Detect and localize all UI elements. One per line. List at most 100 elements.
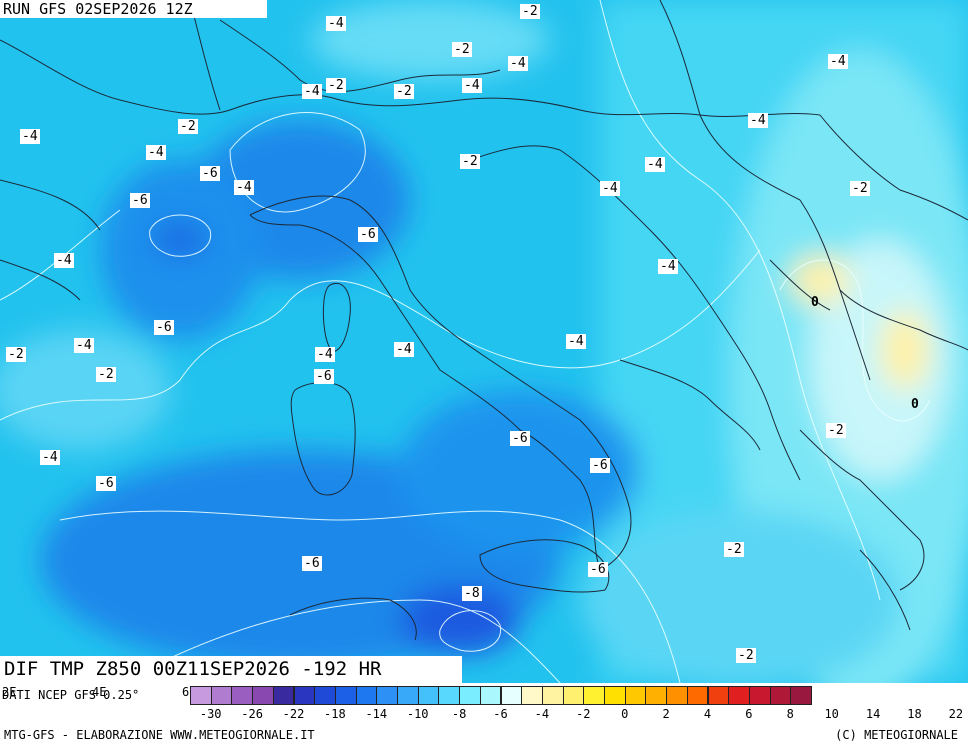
- contour-label: -4: [462, 78, 482, 93]
- colorbar-swatch: [314, 686, 336, 705]
- colorbar-tick-label: -8: [451, 707, 467, 721]
- contour-label: -6: [358, 227, 378, 242]
- colorbar-tick-label: -4: [534, 707, 550, 721]
- contour-label: -2: [826, 423, 846, 438]
- contour-label: 0: [911, 397, 919, 412]
- contour-lines: [0, 0, 931, 683]
- contour-label: -4: [40, 450, 60, 465]
- contour-label: -4: [508, 56, 528, 71]
- contour-label: -2: [326, 78, 346, 93]
- colorbar-swatch: [583, 686, 605, 705]
- colorbar-tick-label: 10: [824, 707, 839, 721]
- lon-label-4e: 4E: [92, 685, 107, 699]
- colorbar-tick-label: 6: [745, 707, 753, 721]
- colorbar-swatch: [397, 686, 419, 705]
- contour-label: -6: [96, 476, 116, 491]
- colorbar-swatch: [624, 686, 647, 705]
- contour-label: -4: [748, 113, 768, 128]
- colorbar-swatch: [521, 686, 543, 705]
- colorbar-swatch: [459, 686, 481, 705]
- colorbar-tick-label: -2: [576, 707, 591, 721]
- contour-label: 0: [811, 295, 819, 310]
- contour-label: -4: [146, 145, 166, 160]
- colorbar-swatch: [252, 686, 274, 705]
- copyright-text: (C) METEOGIORNALE: [835, 728, 958, 742]
- contour-label: -6: [302, 556, 322, 571]
- colorbar-swatch: [728, 686, 750, 705]
- colorbar-swatch: [334, 686, 357, 705]
- colorbar-swatch: [417, 686, 440, 705]
- contour-label: -2: [452, 42, 472, 57]
- colorbar-swatch: [355, 686, 378, 705]
- contour-label: -4: [74, 338, 94, 353]
- contour-label: -6: [200, 166, 220, 181]
- run-label: RUN GFS 02SEP2026 12Z: [0, 0, 267, 18]
- colorbar-swatch: [666, 686, 688, 705]
- colorbar-tick-label: -14: [365, 707, 388, 721]
- contour-label: -2: [724, 542, 744, 557]
- colorbar-swatch: [376, 686, 398, 705]
- colorbar-tick-label: -6: [493, 707, 508, 721]
- temperature-anomaly-map: [0, 0, 968, 683]
- contour-label: -4: [315, 347, 335, 362]
- contour-label: -2: [96, 367, 116, 382]
- lon-label-2e: 2E: [2, 685, 17, 699]
- source-label: DATI NCEP GFS 0.25°: [2, 688, 140, 702]
- colorbar-swatch: [231, 686, 254, 705]
- colorbar-swatch: [686, 686, 709, 705]
- contour-label: -4: [54, 253, 74, 268]
- contour-label: -4: [234, 180, 254, 195]
- colorbar-tick-label: 14: [865, 707, 881, 721]
- contour-label: -2: [520, 4, 540, 19]
- contour-label: -2: [178, 119, 198, 134]
- colorbar-swatch: [748, 686, 771, 705]
- contour-label: -4: [326, 16, 346, 31]
- contour-label: -6: [314, 369, 334, 384]
- colorbar-swatch: [707, 686, 730, 705]
- contour-label: -4: [394, 342, 414, 357]
- colorbar-tick-label: -30: [199, 707, 222, 721]
- contour-label: -4: [645, 157, 665, 172]
- colorbar-swatch: [541, 686, 564, 705]
- contour-label: -2: [736, 648, 756, 663]
- contour-label: -4: [566, 334, 586, 349]
- map-title: DIF TMP Z850 00Z11SEP2026 -192 HR: [0, 656, 462, 683]
- colorbar-swatch: [790, 686, 812, 705]
- contour-label: -4: [658, 259, 678, 274]
- footer: DATI NCEP GFS 0.25° 2E 4E 6E -30-26-22-1…: [0, 683, 968, 745]
- contour-label: -6: [130, 193, 150, 208]
- colorbar-tick-label: 22: [948, 707, 964, 721]
- contour-label: -2: [6, 347, 26, 362]
- contour-label: -6: [510, 431, 530, 446]
- colorbar-tick-label: 8: [786, 707, 794, 721]
- colorbar-tick-label: 0: [621, 707, 629, 721]
- colorbar-swatch: [438, 686, 461, 705]
- contour-label: -2: [460, 154, 480, 169]
- colorbar-swatch: [645, 686, 668, 705]
- contour-label: -4: [828, 54, 848, 69]
- colorbar-swatch: [500, 686, 523, 705]
- contour-label: -4: [600, 181, 620, 196]
- colorbar-tick-label: 2: [662, 707, 670, 721]
- colorbar-swatch: [562, 686, 585, 705]
- colorbar-swatch: [479, 686, 502, 705]
- colorbar-swatch: [210, 686, 233, 705]
- contour-label: -4: [20, 129, 40, 144]
- colorbar-swatch: [190, 686, 212, 705]
- colorbar-tick-label: -18: [324, 707, 346, 721]
- contour-label: -4: [302, 84, 322, 99]
- colorbar-tick-label: -22: [282, 707, 305, 721]
- colorbar-tick-label: -10: [406, 707, 429, 721]
- contour-label: -6: [154, 320, 174, 335]
- credit-text: MTG-GFS - ELABORAZIONE WWW.METEOGIORNALE…: [4, 728, 315, 742]
- contour-label: -8: [462, 586, 482, 601]
- contour-label: -6: [588, 562, 608, 577]
- contour-label: -6: [590, 458, 610, 473]
- colorbar-tick-label: 4: [703, 707, 712, 721]
- anomaly-field: [0, 0, 968, 683]
- colorbar-tick-label: -26: [241, 707, 263, 721]
- colorbar-swatch: [769, 686, 792, 705]
- colorbar-swatch: [293, 686, 316, 705]
- colorbar-swatch: [272, 686, 295, 705]
- colorbar-tick-label: 18: [907, 707, 922, 721]
